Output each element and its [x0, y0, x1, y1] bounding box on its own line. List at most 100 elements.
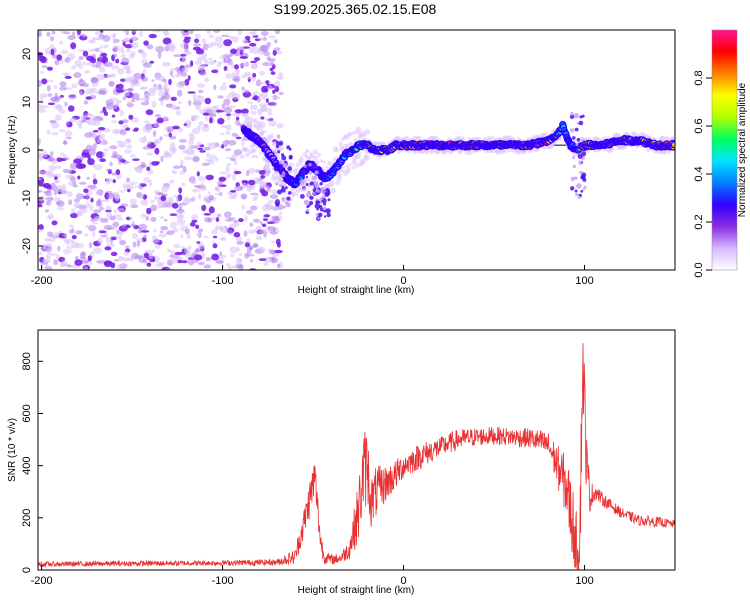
track-halo [490, 136, 495, 141]
track-blob [283, 205, 287, 209]
noise-speck [93, 247, 103, 254]
noise-speck [138, 256, 146, 263]
track-blob [572, 136, 576, 140]
noise-speck [126, 183, 134, 191]
noise-speck [118, 190, 126, 193]
noise-speck [236, 48, 241, 51]
noise-speck [190, 149, 195, 155]
noise-speck [240, 193, 247, 200]
noise-speck [153, 228, 157, 233]
track-halo [259, 151, 263, 155]
noise-speck [198, 120, 204, 127]
noise-speck [49, 120, 57, 124]
noise-speck [88, 39, 94, 44]
noise-speck [103, 44, 109, 49]
noise-speck [247, 167, 256, 174]
noise-speck [192, 156, 200, 163]
noise-speck [200, 182, 205, 186]
noise-speck [82, 115, 87, 123]
track-blob [319, 207, 324, 212]
track-blob [572, 164, 576, 169]
noise-speck [187, 91, 196, 94]
noise-speck [246, 186, 252, 193]
x-tick-label: 0 [400, 575, 406, 587]
track-halo [355, 154, 361, 160]
spectrogram-signal-track [240, 112, 675, 221]
noise-speck [249, 222, 254, 227]
track-halo [658, 150, 662, 154]
noise-speck [51, 31, 56, 35]
noise-speck [127, 87, 133, 93]
track-halo [309, 153, 314, 159]
noise-speck [136, 240, 141, 247]
noise-speck [217, 42, 224, 48]
spectrogram-y-label: Frequency (Hz) [7, 116, 18, 185]
noise-speck [133, 72, 142, 80]
noise-speck [251, 46, 260, 55]
noise-speck [96, 137, 106, 144]
noise-speck [123, 37, 131, 43]
noise-speck [152, 130, 157, 138]
noise-speck [129, 36, 139, 41]
noise-speck [228, 140, 237, 146]
noise-speck [73, 158, 83, 164]
noise-speck [77, 79, 86, 86]
noise-speck [85, 88, 94, 95]
noise-speck [278, 72, 284, 78]
track-blob [323, 209, 326, 213]
noise-speck [233, 149, 243, 156]
x-tick-label: -200 [31, 275, 53, 287]
noise-speck [230, 113, 238, 116]
noise-speck [56, 157, 63, 162]
track-halo [305, 154, 308, 158]
noise-speck [241, 86, 246, 90]
track-halo [249, 122, 253, 126]
track-blob [281, 155, 287, 161]
noise-speck [273, 96, 281, 100]
noise-speck [158, 233, 167, 238]
noise-speck [112, 179, 117, 184]
noise-speck [204, 217, 211, 223]
noise-speck [119, 128, 127, 136]
track-blob [572, 156, 576, 160]
track-blob [577, 195, 581, 199]
noise-speck [127, 101, 133, 105]
noise-speck [103, 148, 110, 152]
noise-speck [257, 96, 261, 103]
noise-speck [228, 230, 233, 235]
noise-speck [235, 119, 241, 126]
track-halo [262, 156, 265, 159]
noise-speck [69, 117, 77, 123]
noise-speck [214, 105, 219, 108]
noise-speck [272, 64, 276, 70]
noise-speck [228, 265, 232, 270]
y-tick-label: 400 [21, 456, 33, 474]
noise-speck [229, 84, 237, 89]
noise-speck [117, 67, 125, 75]
noise-speck [231, 93, 241, 100]
noise-speck [265, 80, 270, 85]
noise-speck [47, 102, 56, 106]
noise-speck [131, 233, 139, 240]
x-tick-label: 100 [575, 575, 593, 587]
noise-speck [233, 232, 241, 238]
track-halo [543, 132, 548, 137]
noise-speck [76, 211, 82, 217]
noise-speck [44, 51, 53, 55]
noise-speck [184, 32, 188, 38]
noise-speck [38, 104, 44, 111]
noise-speck [83, 148, 91, 153]
noise-speck [132, 241, 137, 248]
noise-speck [270, 231, 278, 235]
track-halo [267, 136, 272, 141]
noise-speck [241, 108, 249, 114]
noise-speck [208, 206, 215, 214]
noise-speck [124, 91, 130, 97]
track-halo [325, 165, 328, 169]
track-blob [275, 144, 280, 148]
noise-speck [39, 82, 43, 87]
snr-plot: -200 -100 0 100 0 200 400 600 800 Height of str… [7, 329, 676, 596]
track-halo [512, 136, 516, 140]
noise-speck [44, 191, 53, 197]
noise-speck [225, 219, 234, 222]
